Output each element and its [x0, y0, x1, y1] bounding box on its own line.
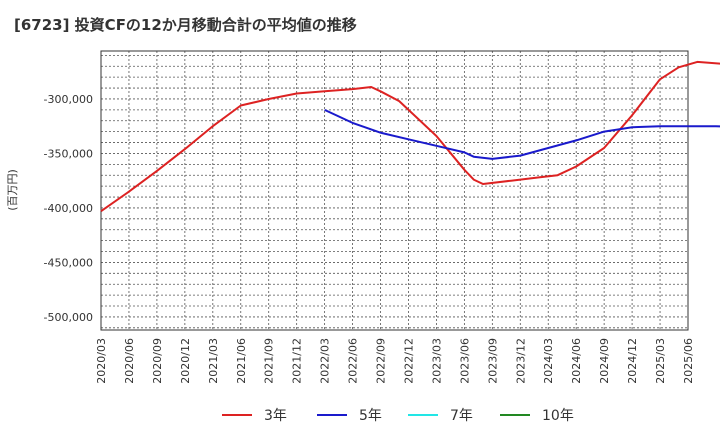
- y-tick-label: -400,000: [44, 202, 93, 215]
- chart-title: [6723] 投資CFの12か月移動合計の平均値の推移: [14, 16, 357, 34]
- x-tick-label: 2021/12: [291, 338, 304, 384]
- x-tick-label: 2023/03: [430, 338, 443, 384]
- x-tick-label: 2021/03: [207, 338, 220, 384]
- y-tick-label: -450,000: [44, 256, 93, 269]
- series-line-5年: [324, 108, 720, 160]
- plot-area: [100, 50, 689, 331]
- y-axis-label: (百万円): [6, 169, 19, 211]
- x-tick-label: 2024/09: [598, 338, 611, 384]
- legend-label: 3年: [264, 408, 287, 424]
- x-tick-label: 2020/09: [151, 338, 164, 384]
- x-tick-label: 2021/09: [263, 338, 276, 384]
- x-tick-label: 2022/09: [375, 338, 388, 384]
- x-tick-label: 2023/09: [486, 338, 499, 384]
- y-axis-ticks: -300,000 -350,000 -400,000 -450,000 -500,000: [44, 93, 93, 324]
- legend-label: 10年: [542, 408, 574, 424]
- x-tick-label: 2020/03: [95, 338, 108, 384]
- x-tick-label: 2023/06: [458, 338, 471, 384]
- series-layer: [100, 60, 720, 213]
- legend: 3年 5年 7年 10年: [222, 408, 574, 424]
- y-tick-label: -500,000: [44, 311, 93, 324]
- x-tick-label: 2020/06: [123, 338, 136, 384]
- legend-label: 7年: [450, 408, 473, 424]
- x-tick-label: 2024/06: [570, 338, 583, 384]
- x-tick-label: 2023/12: [514, 338, 527, 384]
- x-tick-label: 2022/12: [402, 338, 415, 384]
- x-tick-label: 2022/03: [319, 338, 332, 384]
- x-tick-label: 2025/03: [654, 338, 667, 384]
- y-tick-label: -300,000: [44, 93, 93, 106]
- grid: [100, 51, 689, 330]
- series-line-3年: [100, 60, 720, 213]
- x-axis-ticks: 2020/03 2020/06 2020/09 2020/12 2021/03 2021/…: [95, 338, 695, 384]
- y-tick-label: -350,000: [44, 147, 93, 160]
- x-tick-label: 2020/12: [179, 338, 192, 384]
- x-tick-label: 2025/06: [682, 338, 695, 384]
- x-tick-label: 2024/03: [542, 338, 555, 384]
- legend-label: 5年: [359, 408, 382, 424]
- x-tick-label: 2024/12: [626, 338, 639, 384]
- x-tick-label: 2021/06: [235, 338, 248, 384]
- x-tick-label: 2022/06: [347, 338, 360, 384]
